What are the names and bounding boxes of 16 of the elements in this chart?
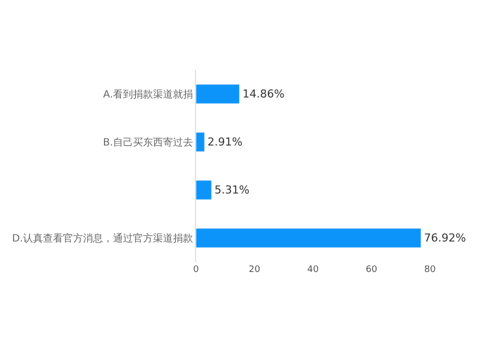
y-tick-label: A.看到捐款渠道就捐 [103, 88, 193, 100]
bar [196, 180, 212, 200]
bar [196, 84, 240, 104]
y-tick-label: D.认真查看官方消息，通过官方渠道捐款 [12, 232, 193, 244]
x-tick-label: 60 [366, 265, 378, 275]
x-tick-label: 80 [424, 265, 436, 275]
bar [196, 132, 205, 152]
x-tick-label: 20 [248, 265, 260, 275]
bar [196, 228, 422, 248]
x-tick-label: 0 [193, 265, 200, 275]
data-label: 14.86% [242, 88, 284, 100]
data-label: 5.31% [214, 184, 250, 196]
data-label: 2.91% [208, 136, 242, 148]
x-tick-label: 40 [307, 265, 319, 275]
y-tick-label: B.自己买东西寄过去 [102, 136, 193, 148]
data-label: 76.92% [424, 232, 466, 244]
